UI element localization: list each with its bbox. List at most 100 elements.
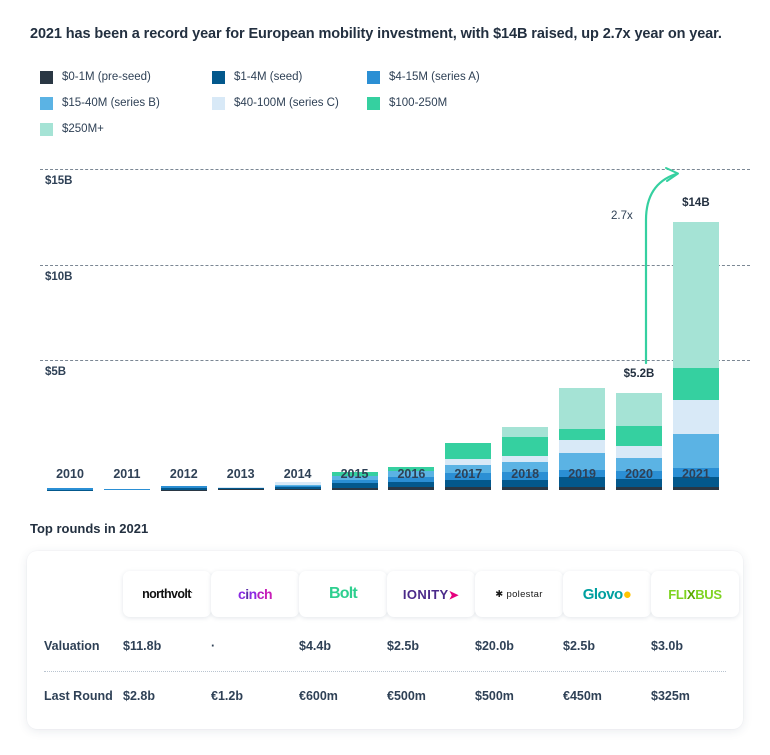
company-logo-polestar[interactable]: ✱ polestar [475, 571, 563, 617]
legend-item-100-250m[interactable]: $100-250M [367, 96, 527, 110]
legend-item-series-b[interactable]: $15-40M (series B) [40, 96, 212, 110]
legend-label: $15-40M (series B) [62, 97, 160, 109]
bar-segment[interactable] [274, 487, 321, 490]
chart-bar[interactable] [672, 222, 719, 490]
row-header: Valuation [44, 639, 100, 653]
bar-segment[interactable] [502, 437, 549, 456]
legend-row: $15-40M (series B) $40-100M (series C) $… [40, 90, 740, 116]
bar-value-label: $5.2B [623, 368, 655, 381]
bar-segment[interactable] [331, 479, 378, 484]
company-logo-flixbus[interactable]: FLIXBUS [651, 571, 739, 617]
bar-segment[interactable] [445, 464, 492, 474]
bar-segment[interactable] [331, 476, 378, 480]
bar-segment[interactable] [559, 440, 606, 453]
bar-segment[interactable] [331, 472, 378, 477]
legend-swatch-icon [40, 70, 53, 84]
bar-segment[interactable] [274, 484, 321, 486]
bar-segment[interactable] [388, 481, 435, 488]
bar-segment[interactable] [217, 489, 264, 490]
bar-segment[interactable] [502, 462, 549, 473]
chart-bar[interactable] [445, 442, 492, 490]
bar-segment[interactable] [388, 471, 435, 477]
bar-segment[interactable] [274, 485, 321, 488]
bar-segment[interactable] [388, 466, 435, 472]
bar-segment[interactable] [672, 433, 719, 469]
bar-segment[interactable] [388, 476, 435, 482]
bar-segment[interactable] [274, 481, 321, 485]
y-axis-tick-label: $5B [45, 366, 67, 379]
chart-bar[interactable] [103, 489, 150, 490]
table-cell: $3.0b [651, 639, 683, 653]
x-axis-tick-label: 2015 [340, 467, 369, 481]
bar-segment[interactable] [616, 478, 662, 488]
bar-segment[interactable] [331, 488, 378, 490]
bar-segment[interactable] [502, 455, 549, 463]
legend-item-pre-seed[interactable]: $0-1M (pre-seed) [40, 70, 212, 84]
chart-bar[interactable] [217, 487, 264, 490]
legend-row: $250M+ [40, 116, 740, 142]
chart-bar[interactable] [160, 485, 207, 490]
company-logo-ionity[interactable]: IONITY➤ [387, 571, 475, 617]
bar-segment[interactable] [331, 483, 378, 489]
chart-bar[interactable] [47, 488, 93, 490]
x-axis-tick-label: 2013 [226, 467, 255, 481]
bar-segment[interactable] [445, 473, 492, 480]
bar-segment[interactable] [616, 425, 662, 446]
legend-swatch-icon [212, 96, 225, 110]
company-logo-cinch[interactable]: cinch [211, 571, 299, 617]
bar-segment[interactable] [672, 487, 719, 490]
bar-segment[interactable] [103, 489, 150, 490]
bar-segment[interactable] [616, 458, 662, 472]
bar-segment[interactable] [616, 487, 662, 490]
bar-segment[interactable] [559, 469, 606, 478]
bar-segment[interactable] [672, 468, 719, 477]
chart-bar[interactable] [616, 393, 662, 490]
bar-segment[interactable] [559, 477, 606, 487]
growth-arrow-icon [644, 167, 679, 365]
bar-segment[interactable] [616, 471, 662, 479]
company-logo-bolt[interactable]: Bolt [299, 571, 387, 617]
legend-item-250m-plus[interactable]: $250M+ [40, 122, 212, 136]
bar-segment[interactable] [672, 476, 719, 488]
chart-bar[interactable] [274, 481, 321, 490]
bar-segment[interactable] [445, 487, 492, 490]
legend-label: $250M+ [62, 123, 104, 135]
table-row: Last Round $2.8b €1.2b €600m €500m $500m €450m… [27, 671, 743, 721]
company-logo-glovo[interactable]: Glovo● [563, 571, 651, 617]
growth-multiplier-label: 2.7x [611, 210, 633, 222]
bar-segment[interactable] [502, 479, 549, 488]
company-logo-northvolt[interactable]: northvolt. [123, 571, 211, 617]
chart-bar[interactable] [502, 426, 549, 490]
chart-bar[interactable] [331, 472, 378, 490]
bar-segment[interactable] [559, 428, 606, 441]
bar-segment[interactable] [217, 487, 264, 488]
chart-bar[interactable] [388, 466, 435, 490]
chart-bar[interactable] [559, 387, 606, 490]
table-cell: $2.5b [563, 639, 595, 653]
bar-segment[interactable] [616, 445, 662, 459]
bar-segment[interactable] [274, 489, 321, 490]
bar-segment[interactable] [616, 393, 662, 426]
bar-segment[interactable] [559, 387, 606, 429]
bar-segment[interactable] [502, 472, 549, 480]
bar-segment[interactable] [559, 452, 606, 470]
bar-segment[interactable] [672, 222, 719, 368]
bar-segment[interactable] [502, 487, 549, 490]
bar-segment[interactable] [47, 488, 93, 490]
legend-item-seed[interactable]: $1-4M (seed) [212, 70, 367, 84]
x-axis-tick-label: 2021 [681, 467, 710, 481]
bar-segment[interactable] [160, 485, 207, 488]
legend-item-series-c[interactable]: $40-100M (series C) [212, 96, 367, 110]
bar-segment[interactable] [559, 486, 606, 490]
bar-segment[interactable] [502, 426, 549, 438]
bar-segment[interactable] [388, 487, 435, 490]
bar-segment[interactable] [445, 479, 492, 488]
bar-segment[interactable] [445, 458, 492, 465]
bar-segment[interactable] [672, 367, 719, 401]
bar-segment[interactable] [445, 442, 492, 459]
x-axis-tick-label: 2019 [568, 467, 596, 481]
bar-segment[interactable] [217, 488, 264, 490]
bar-segment[interactable] [672, 400, 719, 434]
bar-segment[interactable] [160, 487, 207, 490]
legend-item-series-a[interactable]: $4-15M (series A) [367, 70, 527, 84]
